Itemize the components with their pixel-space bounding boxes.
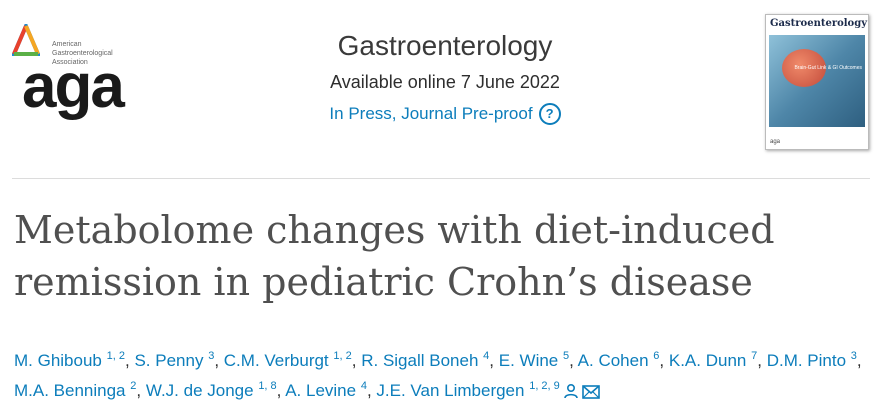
mail-icon[interactable] — [581, 385, 600, 399]
aga-wordmark: aga — [22, 52, 125, 121]
author-separator: , — [136, 381, 142, 400]
author-separator: , — [659, 351, 665, 370]
aga-org-name: American Gastroenterological Association — [52, 41, 113, 66]
author-link[interactable]: M. Ghiboub 1, 2 — [14, 350, 125, 371]
author-separator: , — [276, 381, 282, 400]
author-link[interactable]: C.M. Verburgt 1, 2 — [223, 350, 352, 371]
article-title-line2: remission in pediatric Crohn’s disease — [14, 260, 753, 304]
article-status-row: In Press, Journal Pre-proof ? — [250, 103, 640, 125]
author-separator: , — [569, 351, 574, 370]
author-separator: , — [124, 351, 130, 370]
author-separator: , — [856, 351, 862, 370]
header-divider — [12, 178, 870, 179]
author-link[interactable]: S. Penny 3 — [134, 350, 215, 371]
author-separator: , — [489, 351, 494, 370]
availability-date: Available online 7 June 2022 — [330, 72, 560, 92]
author-link[interactable]: R. Sigall Boneh 4 — [361, 350, 490, 371]
author-link[interactable]: A. Levine 4 — [285, 380, 367, 401]
cover-illustration-icon — [782, 49, 826, 87]
author-link[interactable]: E. Wine 5 — [498, 350, 570, 371]
author-link[interactable]: K.A. Dunn 7 — [668, 350, 758, 371]
author-list: M. Ghiboub 1, 2, S. Penny 3, C.M. Verbur… — [14, 346, 880, 406]
article-status-link[interactable]: In Press, Journal Pre-proof — [329, 104, 533, 123]
author-separator: , — [757, 351, 762, 370]
aga-logo[interactable]: American Gastroenterological Association… — [12, 14, 137, 124]
aga-logo-mark-icon — [12, 24, 40, 56]
article-title-line1: Metabolome changes with diet-induced — [14, 208, 775, 252]
author-link[interactable]: J.E. Van Limbergen 1, 2, 9 — [376, 381, 600, 400]
person-icon[interactable] — [563, 383, 579, 399]
journal-info: Gastroenterology Available online 7 June… — [250, 28, 640, 125]
author-separator: , — [366, 381, 372, 400]
journal-name-link[interactable]: Gastroenterology — [337, 30, 553, 61]
author-link[interactable]: A. Cohen 6 — [577, 350, 660, 371]
author-link[interactable]: M.A. Benninga 2 — [14, 380, 137, 401]
cover-feature-text: Brain-Gut Link & GI Outcomes — [794, 65, 862, 71]
author-separator: , — [351, 351, 357, 370]
cover-publisher-mark: aga — [770, 139, 781, 145]
help-icon[interactable]: ? — [538, 103, 561, 125]
article-header: American Gastroenterological Association… — [0, 0, 882, 178]
author-link[interactable]: W.J. de Jonge 1, 8 — [145, 380, 277, 401]
journal-cover-thumbnail[interactable]: Gastroenterology Brain-Gut Link & GI Out… — [765, 14, 869, 150]
article-title: Metabolome changes with diet-induced rem… — [14, 204, 874, 308]
author-link[interactable]: D.M. Pinto 3 — [766, 350, 857, 371]
author-separator: , — [214, 351, 220, 370]
cover-title: Gastroenterology — [770, 18, 868, 29]
